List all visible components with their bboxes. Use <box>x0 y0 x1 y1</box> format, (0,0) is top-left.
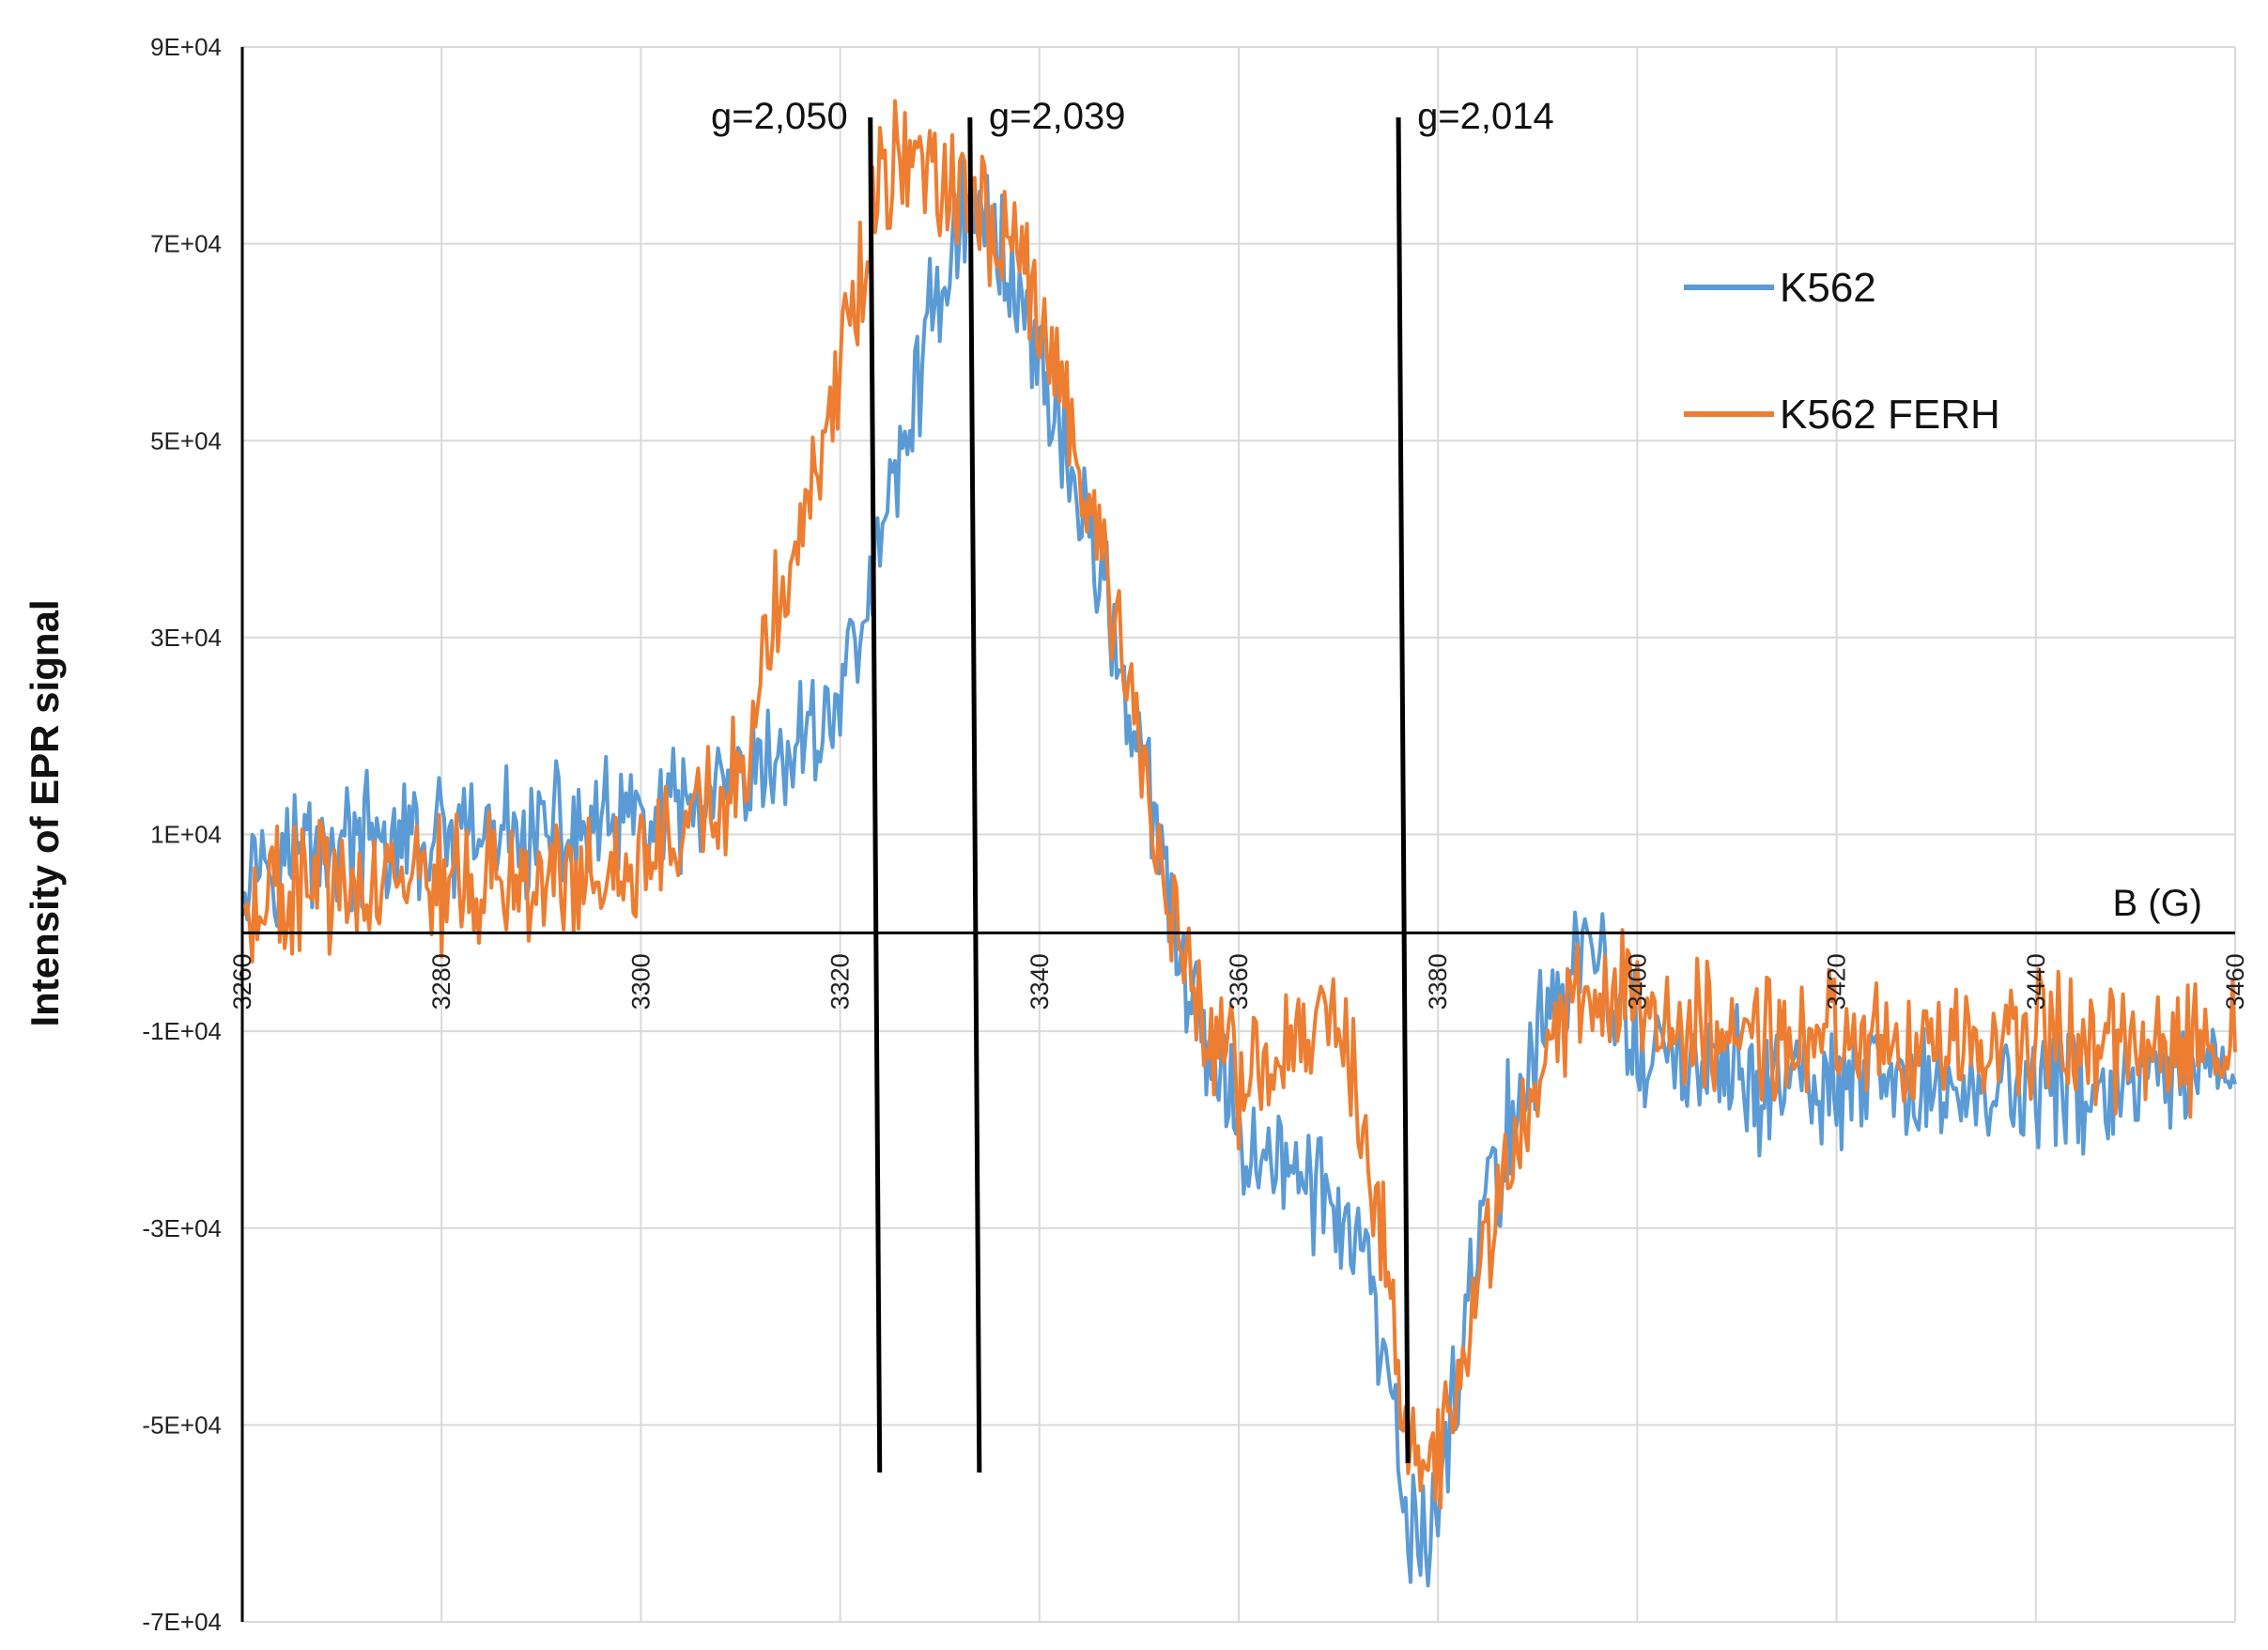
axes-layer: 9E+04 7E+04 5E+04 3E+04 1E+04 -1E+04 -3E+04 -5E… <box>142 33 2249 1636</box>
legend: K562 K562 FERH <box>1684 265 2000 438</box>
g-marker-label: g=2,050 <box>711 96 848 137</box>
marker-layer: g=2,050 g=2,039 g=2,014 <box>711 96 1554 1473</box>
g-marker-line <box>1396 116 1411 1464</box>
series-layer <box>240 99 2237 1588</box>
y-tick-label: 9E+04 <box>150 33 222 61</box>
label-layer: Intensity of EPR signal B (G) <box>23 599 2202 1026</box>
x-axis-title: B (G) <box>2112 883 2202 924</box>
grid-layer <box>241 46 2236 1623</box>
y-axis-title: Intensity of EPR signal <box>23 599 67 1026</box>
x-tick-label: 3440 <box>2022 953 2050 1010</box>
g-marker-label: g=2,014 <box>1417 96 1554 137</box>
x-tick-label: 3460 <box>2221 953 2249 1010</box>
y-tick-label: -7E+04 <box>142 1608 222 1636</box>
g-marker-line <box>868 116 883 1473</box>
y-tick-label: 7E+04 <box>150 230 222 258</box>
x-tick-label: 3340 <box>1026 953 1054 1010</box>
y-tick-label: -1E+04 <box>142 1017 222 1045</box>
g-marker-label: g=2,039 <box>989 96 1126 137</box>
series-line-k562-ferh <box>240 99 2237 1510</box>
y-tick-label: -3E+04 <box>142 1214 222 1242</box>
y-tick-label: 1E+04 <box>150 821 222 849</box>
x-tick-label: 3300 <box>626 953 655 1010</box>
y-tick-label: 3E+04 <box>150 624 222 652</box>
g-marker-line <box>967 116 982 1473</box>
legend-label: K562 FERH <box>1780 392 2000 438</box>
x-tick-label: 3280 <box>427 953 455 1010</box>
legend-label: K562 <box>1780 265 1876 311</box>
x-tick-label: 3320 <box>826 953 855 1010</box>
y-tick-label: -5E+04 <box>142 1411 222 1439</box>
x-tick-label: 3400 <box>1623 953 1651 1010</box>
x-tick-label: 3360 <box>1225 953 1253 1010</box>
x-tick-label: 3420 <box>1823 953 1851 1010</box>
y-tick-label: 5E+04 <box>150 426 222 455</box>
x-tick-label: 3380 <box>1424 953 1452 1010</box>
